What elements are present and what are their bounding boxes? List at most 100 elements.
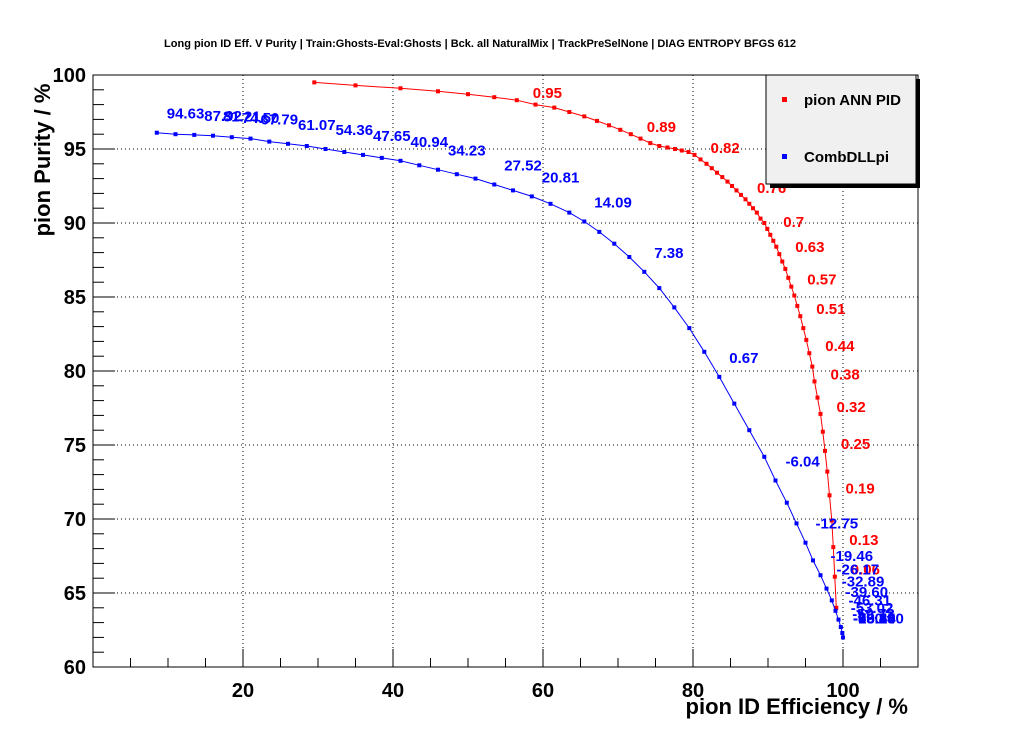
point-label-dll: -39.60 <box>846 584 889 601</box>
legend: pion ANN PID CombDLLpi <box>765 74 920 188</box>
y-tick-label: 100 <box>53 65 86 87</box>
data-point-ann <box>673 147 677 151</box>
point-labels: 0.950.890.820.760.70.630.570.510.440.380… <box>167 85 904 627</box>
point-label-ann: 0.89 <box>647 119 676 136</box>
y-tick-label: 70 <box>64 509 86 531</box>
data-point-dll <box>454 172 459 177</box>
data-point-dll <box>229 135 234 140</box>
point-label-dll: 34.23 <box>448 143 486 160</box>
point-label-dll: 54.36 <box>336 122 374 139</box>
legend-label-dll: CombDLLpi <box>804 149 889 166</box>
point-label-dll: -53.02 <box>851 600 894 617</box>
data-point-ann <box>815 395 820 400</box>
data-point-dll <box>803 540 808 545</box>
axis-ticks: 20 40 60 80 100 60 65 70 75 80 85 90 95 100 <box>53 65 881 702</box>
data-point-ann <box>739 192 743 197</box>
data-point-ann <box>628 132 633 137</box>
data-point-dll <box>154 130 159 135</box>
point-label-dll: -46.31 <box>849 593 892 610</box>
data-point-ann <box>665 145 670 150</box>
data-point-ann <box>834 605 839 610</box>
data-point-ann <box>771 238 776 243</box>
data-point-ann <box>820 429 825 434</box>
data-point-ann <box>657 144 662 148</box>
point-label-ann: 0.06 <box>851 562 880 579</box>
data-point-ann <box>692 152 697 157</box>
data-point-ann <box>312 80 317 85</box>
series-layer <box>154 80 845 640</box>
point-label-dll: -12.75 <box>816 516 859 533</box>
data-point-dll <box>567 210 572 215</box>
series-line-dll <box>156 132 844 638</box>
data-point-dll <box>529 194 534 199</box>
point-label-dll: 61.07 <box>298 117 336 134</box>
x-axis-label: pion ID Efficiency / % <box>686 694 908 719</box>
data-point-dll <box>824 586 829 591</box>
data-point-ann <box>679 148 684 153</box>
point-label-ann: 0.51 <box>816 301 845 318</box>
data-point-ann <box>829 518 834 523</box>
data-point-ann <box>804 337 809 342</box>
data-point-dll <box>762 454 767 459</box>
point-label-dll: -6.04 <box>786 454 821 471</box>
point-label-dll: 67.79 <box>261 112 299 129</box>
data-point-dll <box>361 152 365 157</box>
data-point-ann <box>832 574 837 579</box>
legend-marker-ann <box>782 97 787 102</box>
data-point-dll <box>436 167 440 172</box>
data-point-ann <box>567 110 572 114</box>
data-point-dll <box>657 286 662 291</box>
legend-label-ann: pion ANN PID <box>804 92 901 109</box>
data-point-dll <box>747 428 752 433</box>
data-point-ann <box>807 351 812 356</box>
data-point-ann <box>730 184 734 188</box>
point-label-dll: -19.46 <box>831 548 874 565</box>
data-point-ann <box>618 127 623 132</box>
data-point-ann <box>492 95 497 100</box>
data-point-ann <box>780 259 785 264</box>
data-point-dll <box>840 631 845 635</box>
data-point-dll <box>582 219 587 224</box>
data-point-ann <box>582 114 587 119</box>
data-point-dll <box>838 625 843 629</box>
y-tick-label: 90 <box>64 213 86 235</box>
data-point-dll <box>833 608 838 613</box>
point-label-dll: 7.38 <box>654 245 683 262</box>
point-label-ann: 0.63 <box>795 239 824 256</box>
data-point-ann <box>466 92 470 97</box>
data-point-ann <box>398 86 403 91</box>
point-label-dll: 14.09 <box>594 195 632 212</box>
data-point-dll <box>794 521 799 526</box>
data-point-dll <box>342 150 347 154</box>
point-label-dll: -73.15 <box>853 610 896 627</box>
x-tick-label: 20 <box>232 680 254 702</box>
data-point-ann <box>789 284 794 289</box>
point-label-ann: 0.32 <box>837 399 866 416</box>
data-point-dll <box>398 158 403 163</box>
data-point-dll <box>211 133 215 138</box>
y-axis-label: pion Purity / % <box>30 84 55 237</box>
data-point-ann <box>725 179 730 184</box>
data-point-dll <box>323 147 328 151</box>
data-point-dll <box>773 478 778 483</box>
x-tick-label: 80 <box>682 680 704 702</box>
data-point-dll <box>548 201 553 206</box>
point-label-dll: -66.44 <box>853 610 896 627</box>
data-point-dll <box>379 155 384 160</box>
data-point-dll <box>702 349 707 354</box>
point-label-dll: 81.21 <box>223 109 261 126</box>
y-tick-label: 75 <box>64 435 86 457</box>
point-label-dll: 87.92 <box>204 108 242 125</box>
data-point-ann <box>754 210 759 215</box>
data-point-dll <box>811 558 815 563</box>
data-point-ann <box>774 244 779 249</box>
data-point-ann <box>533 102 538 107</box>
data-point-ann <box>720 175 725 180</box>
data-point-dll <box>492 182 497 187</box>
data-point-ann <box>514 98 519 103</box>
data-point-ann <box>792 293 797 298</box>
point-label-ann: 0.57 <box>807 272 836 289</box>
data-point-dll <box>511 188 515 193</box>
point-label-ann: 0.44 <box>825 338 855 355</box>
